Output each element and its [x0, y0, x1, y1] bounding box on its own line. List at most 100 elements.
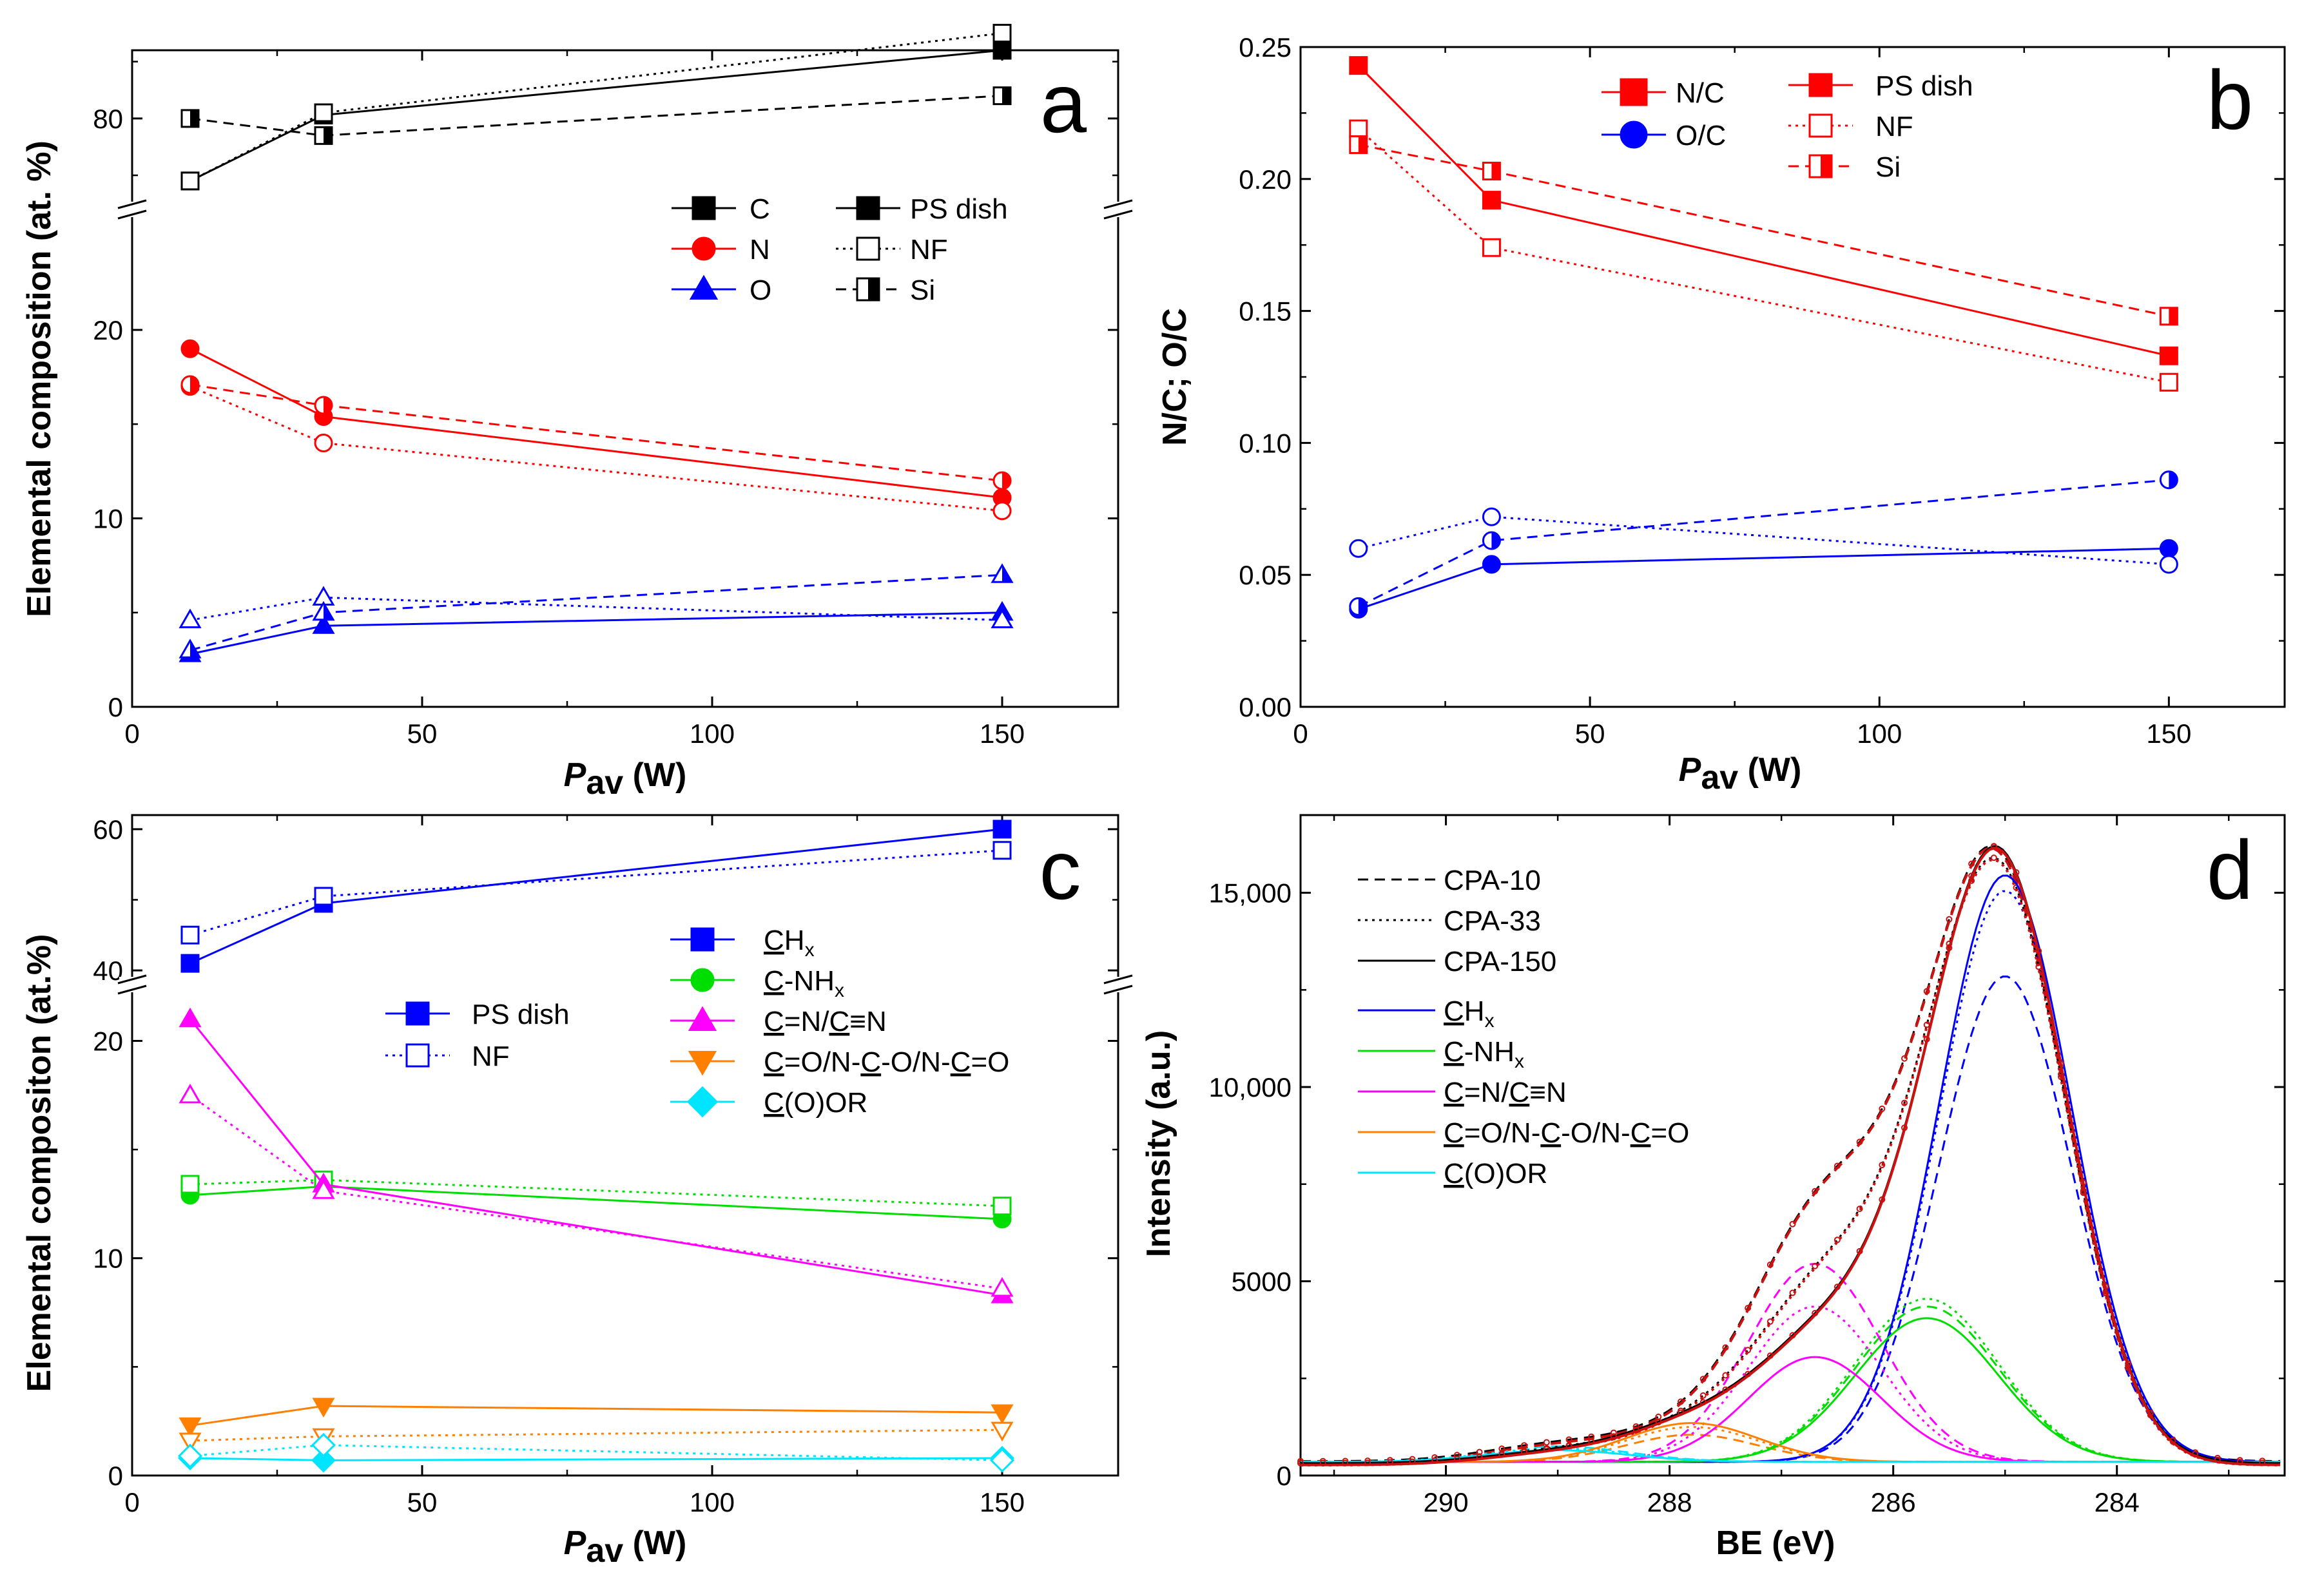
data-point-marker — [1482, 555, 1501, 574]
y-tick-label: 10 — [93, 1244, 123, 1274]
raw-data-point — [1812, 1310, 1819, 1316]
raw-data-point — [1834, 1284, 1841, 1291]
raw-data-point — [2169, 1437, 2176, 1444]
legend-label: NF — [910, 234, 948, 265]
data-point-marker — [991, 563, 1014, 583]
marker-shape — [179, 1083, 202, 1104]
legend-label: O — [750, 274, 771, 306]
component-curve — [1301, 1422, 2281, 1463]
axis-break-mark — [1103, 985, 1133, 995]
legend-c: PS dish NF CHx C-NHx C=N/C≡N C=O/N-C-O/N-C=O C… — [385, 925, 1009, 1119]
raw-data-point — [1879, 1162, 1886, 1168]
raw-data-point — [1812, 1262, 1819, 1269]
marker-shape — [180, 925, 200, 945]
raw-data-point — [1990, 843, 1997, 850]
marker-shape — [992, 501, 1012, 521]
data-point-marker — [989, 1448, 1015, 1473]
series-line — [189, 383, 1003, 482]
marker-shape — [992, 41, 1012, 60]
y-tick-label: 0 — [108, 692, 123, 722]
raw-data-point — [1856, 1206, 1863, 1213]
data-point-marker — [179, 1007, 202, 1028]
x-axis-label: Pav (W) — [564, 756, 687, 802]
legend-marker — [1808, 154, 1833, 178]
component-curve — [1301, 1262, 2281, 1463]
axis-break-mark — [117, 985, 147, 995]
x-tick-label: 0 — [124, 1487, 139, 1517]
raw-data-point — [1565, 1443, 1573, 1450]
data-point-marker — [992, 1197, 1012, 1216]
x-axis-label: Pav (W) — [564, 1524, 687, 1570]
legend-label: N/C — [1676, 77, 1725, 109]
data-point-marker — [314, 103, 333, 122]
marker-half-fill — [324, 602, 333, 620]
x-tick-label: 150 — [980, 1487, 1025, 1517]
legend-label: C=O/N-C-O/N-C=O — [1444, 1117, 1689, 1149]
marker-shape — [686, 1086, 719, 1118]
marker-half-fill — [324, 127, 332, 144]
marker-shape — [1620, 78, 1648, 106]
marker-shape — [992, 24, 1012, 43]
panel-label-b: b — [2207, 53, 2253, 147]
panel-b: 0 50 100 150 0.00 0.05 0.10 0.15 0.20 0.25 N/C; O/… — [1156, 32, 2286, 796]
data-point-marker — [312, 601, 335, 621]
y-tick-label: 0.25 — [1239, 32, 1292, 62]
legend-marker — [689, 274, 719, 300]
series-line — [189, 1405, 1003, 1427]
data-point-marker — [311, 1432, 336, 1457]
marker-half-fill — [324, 397, 332, 414]
marker-shape — [2159, 346, 2178, 365]
plot-frame — [131, 49, 1119, 708]
marker-shape — [991, 1421, 1014, 1442]
raw-data-point — [1901, 1124, 1908, 1131]
raw-data-point — [1699, 1392, 1707, 1399]
panel-a: 0 50 100 150 0 10 20 80 Elemental composition (a… — [21, 24, 1133, 802]
legend-marker — [1620, 78, 1648, 106]
x-tick-label: 150 — [2146, 718, 2191, 749]
marker-shape — [1482, 555, 1501, 574]
raw-data-point — [1766, 1318, 1774, 1325]
marker-half-fill — [1002, 472, 1011, 489]
raw-data-point — [1766, 1352, 1774, 1359]
data-series — [1349, 56, 2178, 365]
series-line — [189, 1428, 1003, 1442]
marker-shape — [312, 1179, 335, 1199]
marker-shape — [1349, 539, 1368, 558]
raw-data-point — [1722, 1386, 1729, 1393]
marker-shape — [1482, 191, 1501, 210]
data-point-marker — [1349, 135, 1368, 155]
data-series — [180, 1170, 1012, 1216]
series-line — [189, 611, 1003, 655]
marker-half-fill — [190, 640, 200, 658]
legend-label: C-NHx — [1444, 1036, 1524, 1072]
y-tick-label: 0.15 — [1239, 296, 1292, 327]
raw-data-point — [1342, 1459, 1349, 1466]
data-point-marker — [180, 339, 200, 358]
data-series — [177, 1432, 1015, 1473]
data-point-marker — [179, 1417, 202, 1437]
data-point-marker — [1482, 531, 1501, 550]
raw-data-point — [1722, 1372, 1729, 1379]
marker-shape — [991, 1276, 1014, 1297]
data-point-marker — [311, 1448, 336, 1473]
legend-label: CHx — [1444, 995, 1495, 1032]
marker-shape — [180, 1175, 200, 1194]
data-point-marker — [991, 1276, 1014, 1297]
y-tick-label: 0.00 — [1239, 692, 1292, 722]
raw-data-point — [2236, 1459, 2243, 1465]
raw-data-point — [1699, 1399, 1707, 1406]
marker-shape — [688, 1006, 717, 1031]
marker-shape — [690, 968, 715, 992]
raw-data-point — [1521, 1448, 1527, 1456]
marker-shape — [179, 1417, 202, 1437]
y-axis-label: N/C; O/C — [1156, 308, 1194, 446]
raw-data-point — [1722, 1344, 1729, 1351]
marker-half-fill — [1358, 136, 1367, 153]
legend-b: N/C O/C PS dish NF Si — [1602, 70, 1973, 183]
legend-label: PS dish — [472, 999, 570, 1030]
marker-shape — [692, 236, 716, 261]
legend-marker — [690, 927, 715, 952]
raw-data-point — [2214, 1456, 2221, 1463]
data-point-marker — [2159, 372, 2178, 392]
